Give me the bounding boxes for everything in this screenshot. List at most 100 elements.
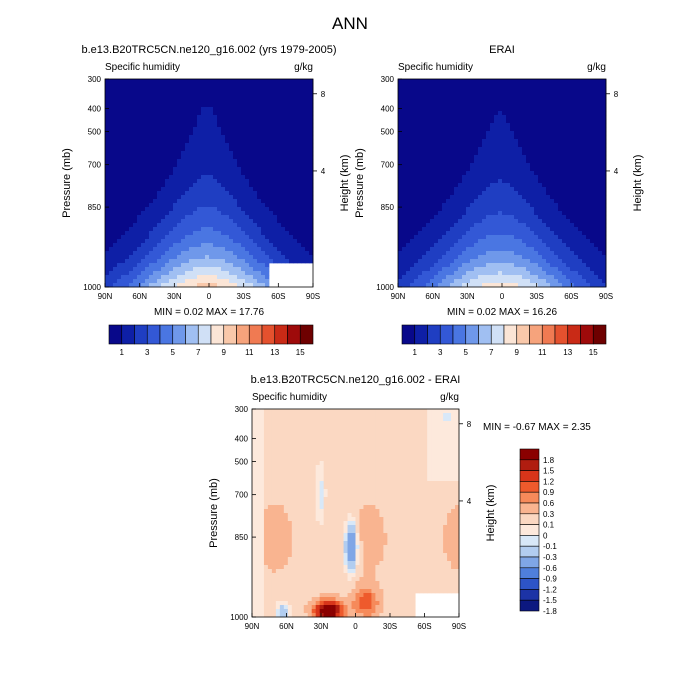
contour-cell [554, 147, 559, 152]
contour-cell [217, 227, 222, 232]
colorbar-swatch [108, 324, 123, 345]
contour-cell [177, 255, 182, 260]
contour-cell [426, 251, 431, 256]
contour-cell [277, 183, 282, 188]
contour-cell [494, 175, 499, 180]
contour-cell [470, 167, 475, 172]
contour-cell [442, 251, 447, 256]
contour-cell [502, 103, 507, 108]
contour-cell [514, 231, 519, 236]
contour-cell [594, 167, 599, 172]
contour-cell [526, 103, 531, 108]
contour-cell [450, 179, 455, 184]
contour-cell [418, 227, 423, 232]
contour-cell [502, 143, 507, 148]
contour-cell [169, 163, 174, 168]
contour-cell [406, 187, 411, 192]
contour-cell [169, 147, 174, 152]
contour-cell [233, 187, 238, 192]
contour-cell [550, 239, 555, 244]
contour-cell [486, 247, 491, 252]
contour-cell [225, 95, 230, 100]
contour-cell [486, 123, 491, 128]
contour-cell [173, 99, 178, 104]
contour-cell [406, 123, 411, 128]
contour-cell [578, 171, 583, 176]
contour-cell [562, 127, 567, 132]
contour-cell [245, 279, 250, 284]
contour-cell [602, 139, 607, 144]
contour-cell [402, 179, 407, 184]
contour-cell [205, 271, 210, 276]
contour-cell [133, 207, 138, 212]
contour-cell [402, 183, 407, 188]
contour-cell [137, 159, 142, 164]
contour-cell [526, 167, 531, 172]
contour-cell [181, 163, 186, 168]
contour-cell [185, 95, 190, 100]
contour-cell [249, 187, 254, 192]
contour-cell [398, 215, 403, 220]
contour-cell [117, 223, 122, 228]
contour-cell [582, 199, 587, 204]
contour-cell [149, 207, 154, 212]
contour-cell [518, 127, 523, 132]
contour-cell [265, 211, 270, 216]
contour-cell [526, 135, 531, 140]
contour-cell [277, 159, 282, 164]
contour-cell [574, 87, 579, 92]
contour-cell [253, 199, 258, 204]
contour-cell [426, 103, 431, 108]
contour-cell [546, 131, 551, 136]
contour-cell [486, 131, 491, 136]
contour-cell [233, 207, 238, 212]
contour-cell [297, 239, 302, 244]
contour-cell [129, 215, 134, 220]
contour-cell [538, 227, 543, 232]
contour-cell [237, 155, 242, 160]
contour-cell [261, 279, 266, 284]
contour-cell [554, 227, 559, 232]
contour-cell [490, 191, 495, 196]
contour-cell [137, 163, 142, 168]
contour-cell [145, 227, 150, 232]
contour-cell [225, 283, 230, 288]
contour-cell [506, 167, 511, 172]
contour-cell [129, 219, 134, 224]
contour-cell [450, 103, 455, 108]
contour-cell [518, 239, 523, 244]
contour-cell [137, 279, 142, 284]
contour-cell [161, 143, 166, 148]
contour-cell [566, 179, 571, 184]
contour-cell [157, 179, 162, 184]
contour-cell [165, 95, 170, 100]
contour-cell [410, 243, 415, 248]
contour-cell [149, 147, 154, 152]
contour-cell [598, 235, 603, 240]
contour-cell [518, 107, 523, 112]
contour-cell [309, 207, 314, 212]
contour-cell [233, 83, 238, 88]
contour-cell [289, 187, 294, 192]
contour-cell [197, 267, 202, 272]
contour-cell [253, 99, 258, 104]
contour-cell [261, 211, 266, 216]
contour-cell [205, 111, 210, 116]
contour-cell [229, 143, 234, 148]
contour-cell [221, 195, 226, 200]
contour-cell [293, 227, 298, 232]
contour-cell [233, 267, 238, 272]
contour-cell [245, 103, 250, 108]
contour-cell [253, 83, 258, 88]
contour-cell [562, 175, 567, 180]
contour-cell [450, 79, 455, 84]
contour-cell [406, 87, 411, 92]
contour-cell [285, 247, 290, 252]
contour-cell [598, 119, 603, 124]
contour-cell [285, 127, 290, 132]
contour-cell [454, 227, 459, 232]
contour-cell [209, 271, 214, 276]
contour-cell [398, 147, 403, 152]
contour-cell [153, 223, 158, 228]
contour-cell [574, 143, 579, 148]
